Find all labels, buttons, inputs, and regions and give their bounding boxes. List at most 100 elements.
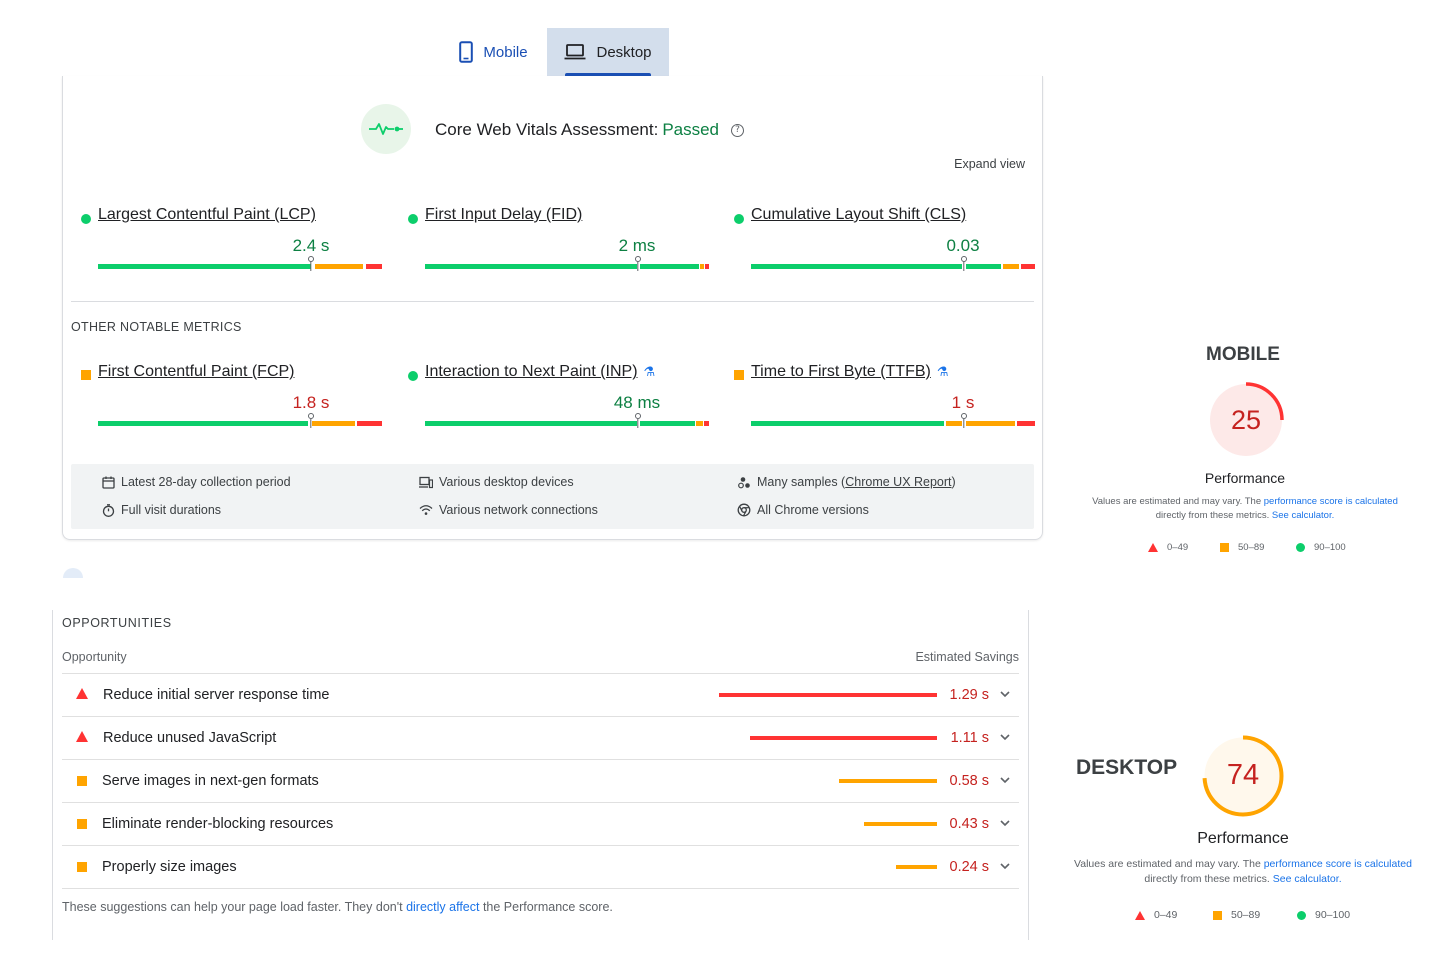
savings-value: 0.24 s xyxy=(949,859,990,875)
collection-period-text: Latest 28-day collection period xyxy=(121,475,291,489)
note-middle: directly from these metrics. xyxy=(1144,873,1273,886)
chevron-down-icon[interactable] xyxy=(999,731,1011,743)
directly-affect-link[interactable]: directly affect xyxy=(406,900,480,914)
bar-average-segment xyxy=(966,421,1015,426)
bar-good-segment xyxy=(751,264,962,269)
note-prefix: Values are estimated and may vary. The xyxy=(1092,496,1264,507)
wifi-icon xyxy=(419,503,433,517)
metric-fid: First Input Delay (FID) 2 ms xyxy=(408,206,709,286)
legend-average-label: 50–89 xyxy=(1238,542,1265,553)
opportunities-title: OPPORTUNITIES xyxy=(62,616,172,630)
field-data-info-box: Latest 28-day collection period Full vis… xyxy=(71,464,1034,529)
metric-fcp: First Contentful Paint (FCP) 1.8 s xyxy=(81,363,382,443)
versions-info: All Chrome versions xyxy=(737,503,869,517)
savings-bar xyxy=(896,865,937,869)
score-calculation-link[interactable]: performance score is calculated xyxy=(1263,858,1412,870)
good-status-icon xyxy=(408,214,418,224)
savings-bar xyxy=(750,736,937,740)
see-calculator-link[interactable]: See calculator. xyxy=(1272,873,1342,886)
opportunity-column-header: Opportunity xyxy=(62,650,127,664)
section-divider xyxy=(71,301,1034,302)
bar-average-segment xyxy=(696,421,703,426)
experimental-flask-icon: ⚗ xyxy=(936,364,949,379)
metric-cls-distribution-bar xyxy=(751,256,1035,271)
mobile-score-title: MOBILE xyxy=(1206,344,1280,365)
metric-fcp-distribution-bar xyxy=(98,413,382,428)
core-web-vitals-card: Core Web Vitals Assessment: Passed ? Exp… xyxy=(62,76,1043,540)
chevron-down-icon[interactable] xyxy=(999,774,1011,786)
tab-mobile[interactable]: Mobile xyxy=(440,28,547,76)
percentile-marker-line xyxy=(963,419,965,428)
opportunity-row[interactable]: Serve images in next-gen formats 0.58 s xyxy=(62,760,1019,803)
good-status-icon xyxy=(408,371,418,381)
desktop-score-title: DESKTOP xyxy=(1076,756,1178,779)
chevron-down-icon[interactable] xyxy=(999,860,1011,872)
opportunity-row[interactable]: Reduce unused JavaScript 1.11 s xyxy=(62,717,1019,760)
opportunity-row[interactable]: Eliminate render-blocking resources 0.43… xyxy=(62,803,1019,846)
help-icon[interactable]: ? xyxy=(731,123,745,137)
legend-average: 50–89 xyxy=(1220,542,1296,553)
fail-triangle-icon xyxy=(1148,543,1158,552)
metric-ttfb-distribution-bar xyxy=(751,413,1035,428)
versions-text: All Chrome versions xyxy=(757,503,869,517)
stopwatch-icon xyxy=(101,503,115,517)
chrome-icon xyxy=(737,503,751,517)
expand-view-button[interactable]: Expand view xyxy=(954,157,1025,171)
see-calculator-link[interactable]: See calculator. xyxy=(1271,509,1335,521)
legend-pass-label: 90–100 xyxy=(1315,909,1351,921)
savings-bar xyxy=(864,822,937,826)
metric-fid-label[interactable]: First Input Delay (FID) xyxy=(425,206,583,223)
metric-ttfb-label[interactable]: Time to First Byte (TTFB) ⚗ xyxy=(751,363,949,381)
metric-lcp-label[interactable]: Largest Contentful Paint (LCP) xyxy=(98,206,316,223)
desktop-score-gauge: 74 xyxy=(1201,734,1285,818)
average-status-icon xyxy=(81,370,91,380)
devices-text: Various desktop devices xyxy=(439,475,574,489)
samples-text: Many samples (Chrome UX Report) xyxy=(757,475,956,489)
legend-pass: 90–100 xyxy=(1297,909,1350,921)
pass-circle-icon xyxy=(1297,910,1306,920)
metric-lcp: Largest Contentful Paint (LCP) 2.4 s xyxy=(81,206,382,286)
legend-average: 50–89 xyxy=(1213,909,1297,921)
chrome-ux-report-link[interactable]: Chrome UX Report xyxy=(845,475,952,489)
bar-good-segment xyxy=(425,421,637,426)
tab-desktop[interactable]: Desktop xyxy=(547,28,669,76)
opportunity-row[interactable]: Reduce initial server response time 1.29… xyxy=(62,674,1019,717)
footer-prefix: These suggestions can help your page loa… xyxy=(62,900,407,914)
opportunity-label: Reduce unused JavaScript xyxy=(103,730,277,746)
percentile-marker-icon xyxy=(635,413,641,419)
metric-fid-value: 2 ms xyxy=(618,236,656,255)
good-status-icon xyxy=(734,214,744,224)
samples-icon xyxy=(737,475,751,489)
mobile-score-value: 25 xyxy=(1230,405,1262,435)
bar-good-segment xyxy=(98,264,311,269)
legend-fail: 0–49 xyxy=(1135,909,1213,921)
metric-cls-label[interactable]: Cumulative Layout Shift (CLS) xyxy=(751,206,967,223)
metric-inp-label[interactable]: Interaction to Next Paint (INP) ⚗ xyxy=(425,363,655,381)
metric-fid-distribution-bar xyxy=(425,256,709,271)
legend-fail-label: 0–49 xyxy=(1154,909,1178,921)
savings-bar xyxy=(839,779,937,783)
score-calculation-link[interactable]: performance score is calculated xyxy=(1263,496,1398,507)
smartphone-icon xyxy=(459,41,474,63)
chevron-down-icon[interactable] xyxy=(999,817,1011,829)
bar-poor-segment xyxy=(705,264,709,269)
percentile-marker-icon xyxy=(308,413,314,419)
chevron-down-icon[interactable] xyxy=(999,688,1011,700)
opportunity-row[interactable]: Properly size images 0.24 s xyxy=(62,846,1019,889)
bar-good-segment xyxy=(640,421,695,426)
metric-fcp-label[interactable]: First Contentful Paint (FCP) xyxy=(98,363,295,380)
legend-fail-label: 0–49 xyxy=(1167,542,1189,553)
metric-ttfb: Time to First Byte (TTFB) ⚗ 1 s xyxy=(734,363,1035,443)
desktop-score-legend: 0–49 50–89 90–100 xyxy=(1135,909,1350,921)
connections-info: Various network connections xyxy=(419,503,598,517)
bar-good-segment xyxy=(425,264,637,269)
mobile-score-note: Values are estimated and may vary. The p… xyxy=(1080,495,1410,523)
metric-cls: Cumulative Layout Shift (CLS) 0.03 xyxy=(734,206,1035,286)
savings-value: 1.29 s xyxy=(949,687,990,703)
bar-average-segment xyxy=(312,421,355,426)
opportunity-label: Eliminate render-blocking resources xyxy=(102,816,334,832)
bar-good-segment xyxy=(640,264,699,269)
mobile-score-legend: 0–49 50–89 90–100 xyxy=(1148,542,1346,553)
visit-durations-text: Full visit durations xyxy=(121,503,222,517)
metric-ttfb-label-text: Time to First Byte (TTFB) xyxy=(751,363,931,380)
